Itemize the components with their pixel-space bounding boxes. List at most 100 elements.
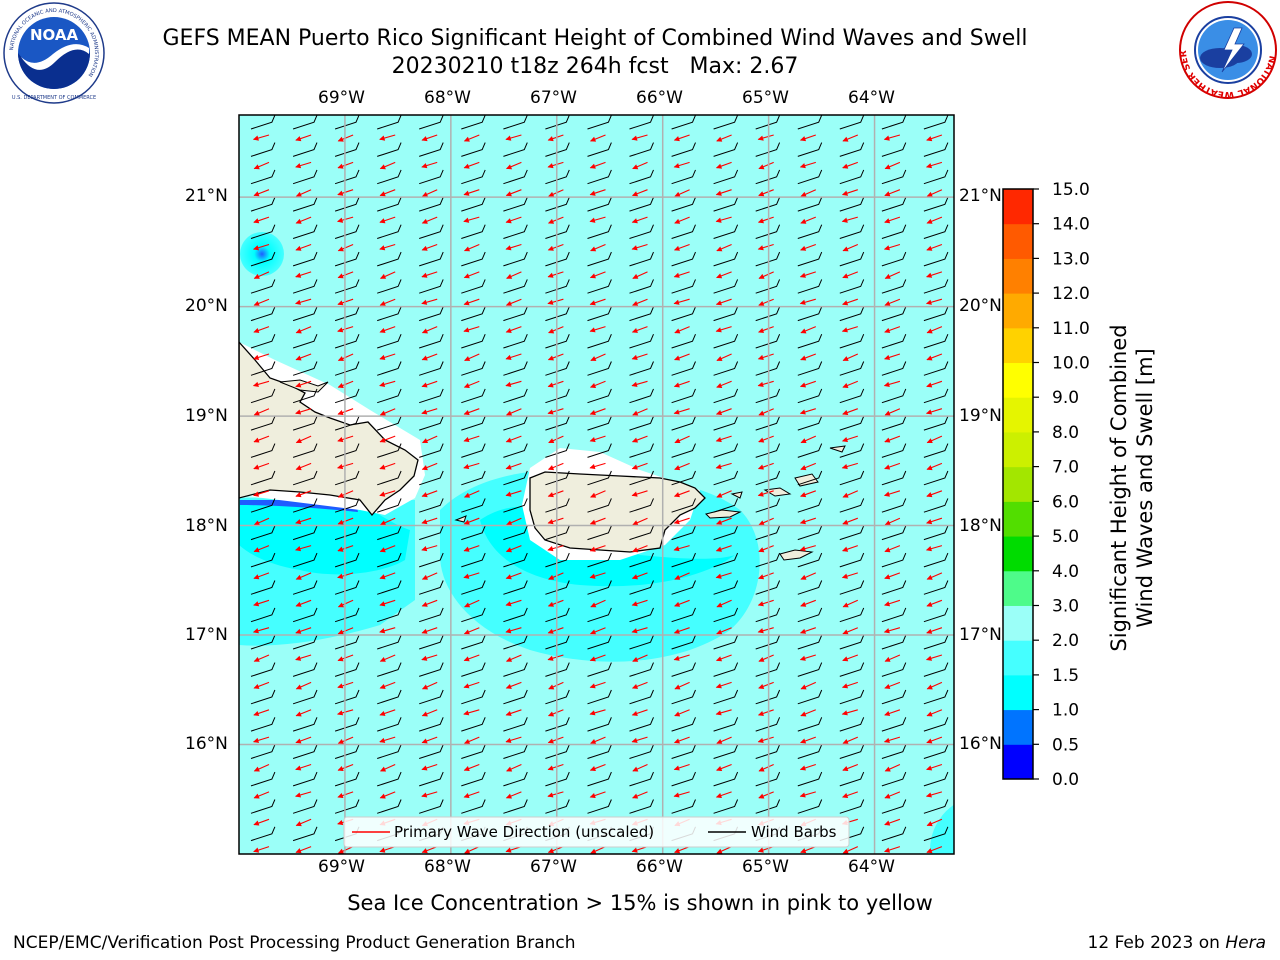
wave-arrow-head [337, 492, 344, 498]
colorbar-segment [1003, 640, 1033, 676]
wind-barb [671, 279, 696, 294]
wind-barb [292, 826, 318, 842]
wave-arrow-head [926, 136, 933, 142]
wave-arrow-head [758, 656, 765, 662]
wind-barb [292, 662, 318, 677]
wind-barb [250, 498, 276, 513]
wave-arrow-head [673, 163, 680, 169]
colorbar-segment [1003, 501, 1033, 537]
colorbar-tick-label: 3.0 [1052, 597, 1079, 617]
wind-barb [334, 662, 360, 677]
wind-barb [671, 580, 696, 595]
wind-barb [629, 306, 654, 322]
wind-barb [250, 826, 276, 842]
wind-barb [881, 470, 907, 486]
wind-barb [461, 635, 486, 650]
wave-arrow-head [842, 136, 849, 142]
wave-arrow-head [883, 737, 890, 743]
wave-arrow-head [758, 547, 765, 553]
wave-arrow-head [884, 601, 891, 607]
footer-date-text: 12 Feb 2023 on [1087, 933, 1226, 953]
wave-arrow-head [757, 381, 764, 387]
wave-arrow-head [800, 684, 807, 690]
wind-barb [545, 279, 570, 294]
wave-arrow-head [841, 683, 849, 689]
wave-arrow-head [799, 655, 806, 661]
wind-barb [377, 388, 402, 404]
wave-arrow-head [674, 191, 681, 197]
wind-barb [755, 115, 781, 130]
wind-barb [629, 607, 654, 623]
wind-barb [292, 744, 318, 759]
wind-barb [250, 169, 276, 185]
wind-barb [629, 662, 654, 677]
wind-barb [545, 607, 570, 623]
wind-barb [881, 224, 907, 239]
wind-barb [881, 388, 907, 404]
wave-arrow-head [337, 246, 344, 252]
wave-arrow-head [337, 573, 344, 579]
wave-arrow-head [463, 410, 470, 416]
wave-arrow-head [674, 218, 681, 224]
wave-arrow-head [295, 299, 302, 305]
wave-arrow-head [884, 683, 891, 689]
wind-barb [419, 717, 444, 732]
wind-barb [587, 744, 612, 759]
wave-arrow-head [883, 135, 890, 141]
wind-barb [292, 169, 318, 185]
wind-barb [713, 580, 739, 595]
lat-label-20n-right: 20°N [959, 296, 1002, 316]
wave-arrow-head [800, 601, 807, 607]
wind-barb [503, 443, 528, 458]
wind-barb [461, 169, 486, 185]
lon-label-68w-top: 68°W [424, 88, 471, 108]
wave-arrow-head [295, 792, 302, 798]
wave-arrow-head [505, 628, 512, 634]
wave-arrow-head [589, 463, 596, 470]
wind-barb [797, 717, 823, 732]
wave-arrow-head [463, 190, 470, 196]
wind-barb [923, 251, 949, 267]
wind-barb [419, 607, 444, 623]
wave-arrow-head [253, 437, 260, 443]
wind-barb [713, 717, 739, 732]
wave-arrow-head [421, 218, 428, 224]
lon-label-65w-top: 65°W [742, 88, 789, 108]
wave-arrow-head [505, 135, 512, 141]
wave-arrow-head [926, 272, 933, 278]
wave-arrow-head [715, 793, 722, 799]
wave-arrow-head [926, 465, 933, 471]
wave-arrow-head [463, 136, 470, 142]
wind-barb [334, 306, 360, 322]
wind-barb [923, 771, 949, 787]
wave-arrow-head [590, 356, 597, 361]
lat-label-19n-right: 19°N [959, 406, 1002, 426]
wind-barb [334, 388, 360, 404]
wave-arrow-head [884, 793, 891, 799]
wave-arrow-head [547, 492, 554, 498]
wind-barb [461, 470, 486, 486]
wave-arrow-head [758, 437, 765, 443]
wind-barb [797, 279, 823, 294]
chart-subtitle: 20230210 t18z 264h fcst Max: 2.67 [391, 54, 799, 79]
wave-arrow-head [589, 383, 597, 389]
wind-barb [755, 470, 781, 486]
wave-arrow-head [253, 464, 260, 470]
wave-arrow-head [505, 300, 512, 306]
land-anegada [829, 445, 846, 453]
wave-arrow-head [758, 191, 765, 197]
wave-arrow-head [463, 739, 471, 744]
wind-barb [292, 361, 318, 376]
wind-barb [881, 416, 907, 431]
wave-arrow-head [547, 519, 554, 525]
wind-barb [671, 470, 696, 486]
wind-barb [797, 251, 823, 267]
wind-barb [671, 662, 696, 677]
wind-barb [419, 689, 444, 705]
wind-barb [881, 251, 907, 267]
wave-arrow-head [758, 793, 765, 799]
wind-barb [250, 197, 276, 212]
wind-barb [250, 662, 276, 677]
wind-barb [671, 771, 696, 787]
wave-arrow-head [253, 491, 260, 497]
